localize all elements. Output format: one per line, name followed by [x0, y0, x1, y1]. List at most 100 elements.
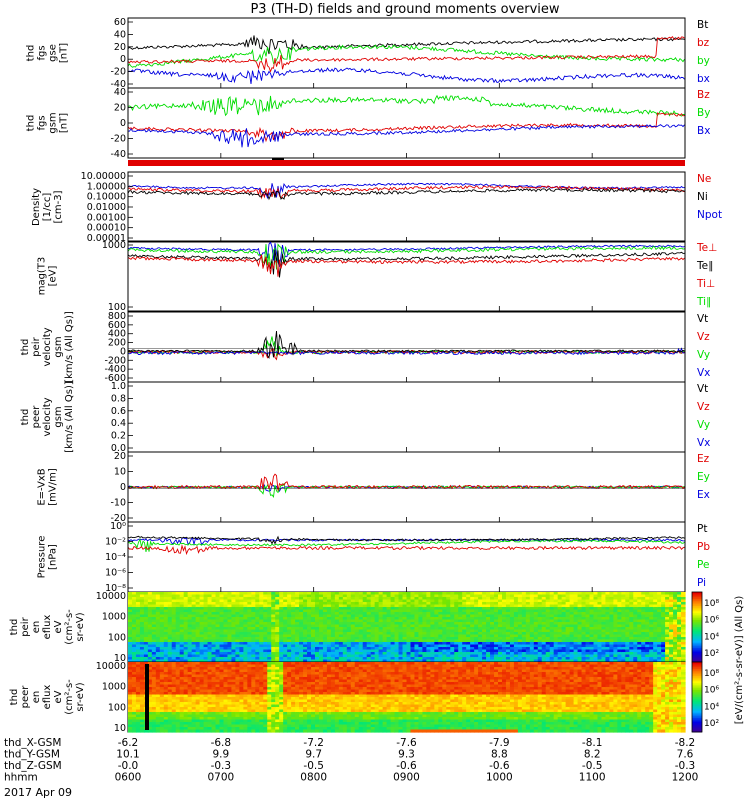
spectrogram-cell: [263, 607, 268, 611]
spectrogram-cell: [211, 722, 217, 726]
spectrogram-cell: [147, 669, 153, 673]
spectrogram-cell: [267, 624, 272, 628]
spectrogram-cell: [533, 644, 539, 648]
spectrogram-cell: [163, 667, 169, 671]
spectrogram-cell: [259, 634, 264, 638]
spectrogram-cell: [139, 647, 145, 651]
spectrogram-cell: [645, 599, 650, 603]
spectrogram-cell: [418, 592, 424, 596]
spectrogram-cell: [430, 609, 435, 613]
spectrogram-cell: [159, 617, 165, 621]
spectrogram-cell: [203, 714, 209, 718]
spectrogram-cell: [669, 634, 674, 638]
spectrogram-cell: [486, 624, 491, 628]
spectrogram-cell: [187, 602, 193, 606]
spectrogram-cell: [669, 654, 674, 658]
spectrogram-cell: [187, 654, 193, 658]
y-tick-label: 40: [114, 29, 126, 40]
spectrogram-cell: [517, 609, 523, 613]
spectrogram-cell: [338, 639, 344, 643]
spectrogram-cell: [326, 659, 332, 663]
spectrogram-cell: [223, 599, 229, 603]
spectrogram-cell: [442, 619, 447, 623]
spectrogram-cell: [267, 649, 272, 653]
spectrogram-cell: [291, 642, 296, 646]
spectrogram-cell: [537, 607, 543, 611]
spectrogram-cell: [139, 649, 145, 653]
spectrogram-cell: [163, 674, 169, 678]
spectrogram-cell: [187, 647, 193, 651]
spectrogram-cell: [418, 629, 424, 633]
spectrogram-cell: [183, 689, 189, 693]
spectrogram-cell: [155, 692, 161, 696]
spectrogram-cell: [139, 609, 145, 613]
spectrogram-cell: [438, 599, 443, 603]
plot-title: P3 (TH-D) fields and ground moments over…: [250, 2, 559, 17]
spectrogram-cell: [318, 599, 324, 603]
spectrogram-cell: [263, 637, 268, 641]
spectrogram-cell: [466, 602, 471, 606]
spectrogram-cell: [414, 594, 420, 598]
spectrogram-cell: [350, 627, 356, 631]
spectrogram-cell: [231, 727, 237, 731]
spectrogram-cell: [617, 597, 622, 601]
spectrogram-cell: [143, 607, 149, 611]
spectrogram-cell: [199, 717, 205, 721]
spectrogram-cell: [665, 659, 670, 663]
spectrogram-cell: [235, 599, 240, 603]
spectrogram-cell: [147, 709, 153, 713]
spectrogram-cell: [366, 622, 372, 626]
spectrogram-cell: [649, 622, 654, 626]
spectrogram-cell: [358, 637, 364, 641]
spectrogram-cell: [486, 594, 491, 598]
spectrogram-cell: [410, 657, 416, 661]
spectrogram-cell: [219, 597, 225, 601]
y-axis-label-line: [1/cc]: [42, 193, 53, 222]
spectrogram-cell: [454, 652, 459, 656]
spectrogram-cell: [565, 624, 571, 628]
spectrogram-cell: [498, 637, 503, 641]
spectrogram-cell: [318, 597, 324, 601]
spectrogram-cell: [557, 649, 563, 653]
spectrogram-cell: [207, 672, 213, 676]
spectrogram-cell: [346, 599, 352, 603]
spectrogram-cell: [243, 654, 248, 658]
spectrogram-cell: [482, 607, 487, 611]
spectrogram-cell: [231, 647, 237, 651]
spectrogram-cell: [163, 617, 169, 621]
spectrogram-cell: [561, 619, 567, 623]
spectrogram-cell: [613, 657, 618, 661]
spectrogram-cell: [426, 607, 431, 611]
spectrogram-cell: [478, 599, 483, 603]
spectrogram-cell: [358, 644, 364, 648]
spectrogram-cell: [513, 654, 519, 658]
spectrogram-cell: [179, 634, 185, 638]
spectrogram-cell: [569, 634, 575, 638]
spectrogram-cell: [637, 639, 642, 643]
spectrogram-cell: [458, 609, 463, 613]
spectrogram-cell: [151, 597, 157, 601]
spectrogram-cell: [215, 642, 221, 646]
spectrogram-cell: [418, 594, 424, 598]
spectrogram-cell: [259, 649, 264, 653]
spectrogram-cell: [251, 657, 256, 661]
spectrogram-cell: [211, 719, 217, 723]
spectrogram-cell: [143, 659, 149, 663]
spectrogram-cell: [128, 719, 133, 723]
spectrogram-cell: [207, 724, 213, 728]
spectrogram-cell: [283, 594, 288, 598]
spectrogram-cell: [442, 637, 447, 641]
spectrogram-cell: [147, 689, 153, 693]
spectrogram-cell: [661, 654, 666, 658]
spectrogram-cell: [414, 639, 420, 643]
spectrogram-cell: [661, 607, 666, 611]
spectrogram-cell: [553, 634, 559, 638]
spectrogram-cell: [498, 647, 503, 651]
spectrogram-cell: [597, 617, 603, 621]
spectrogram-cell: [454, 599, 459, 603]
spectrogram-cell: [617, 632, 622, 636]
spectrogram-cell: [573, 629, 579, 633]
spectrogram-cell: [673, 642, 678, 646]
spectrogram-cell: [346, 609, 352, 613]
spectrogram-cell: [203, 612, 209, 616]
